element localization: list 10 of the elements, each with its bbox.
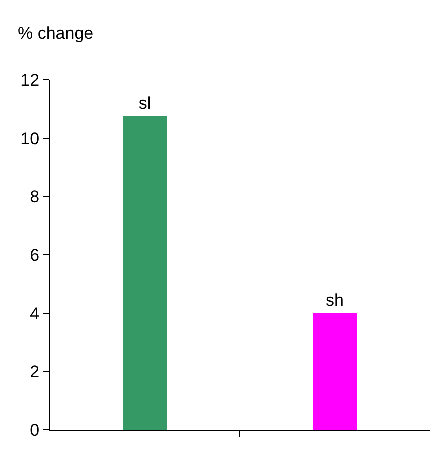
- y-tick-label: 12: [20, 70, 40, 90]
- y-tick-label: 6: [30, 246, 40, 265]
- y-axis-title: % change: [18, 24, 94, 43]
- y-tick-label: 4: [30, 304, 40, 324]
- y-tick-label: 0: [30, 420, 40, 440]
- x-tick-label: sh: [326, 291, 344, 310]
- x-tick-label: sl: [138, 94, 152, 113]
- y-tick-label: 8: [30, 188, 40, 207]
- y-tick-label: 10: [20, 129, 40, 148]
- y-tick-label: 2: [30, 362, 40, 382]
